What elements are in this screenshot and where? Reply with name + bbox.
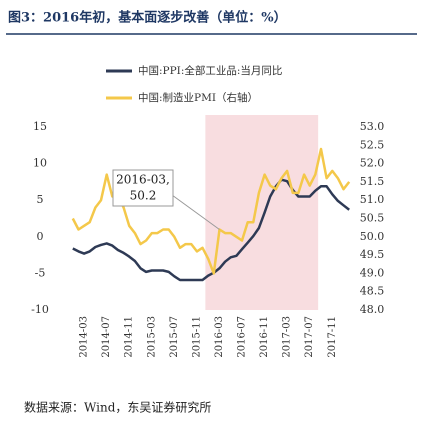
y-tick-label: 0 xyxy=(37,230,44,243)
x-tick-label: 2015-03 xyxy=(146,316,157,358)
y2-tick-label: 50.5 xyxy=(360,212,385,225)
legend-label: 中国:制造业PMI（右轴） xyxy=(138,91,258,104)
annotation-leader xyxy=(171,194,220,230)
x-tick-label: 2014-07 xyxy=(101,316,112,358)
y-tick-label: -5 xyxy=(35,266,46,279)
annotation-text: 2016-03, xyxy=(116,173,170,187)
y2-tick-label: 49.0 xyxy=(360,266,385,279)
source-note: 数据来源：Wind，东吴证券研究所 xyxy=(24,400,211,415)
y2-tick-label: 50.0 xyxy=(360,230,385,243)
y2-tick-label: 52.5 xyxy=(360,138,385,151)
x-tick-label: 2015-07 xyxy=(169,316,180,358)
x-tick-label: 2016-11 xyxy=(259,316,270,358)
highlight-band xyxy=(205,115,319,310)
y2-tick-label: 51.5 xyxy=(360,175,385,188)
annotation-box xyxy=(112,169,174,207)
chart-title: 图3：2016年初，基本面逐步改善（单位：%） xyxy=(8,10,287,26)
x-tick-label: 2016-07 xyxy=(237,316,248,358)
y2-tick-label: 48.0 xyxy=(360,303,385,316)
legend-label: 中国:PPI:全部工业品:当月同比 xyxy=(138,64,282,77)
y-tick-label: 15 xyxy=(33,120,47,133)
x-tick-label: 2017-11 xyxy=(327,316,338,358)
y2-tick-label: 53.0 xyxy=(360,120,385,133)
y-tick-label: 10 xyxy=(33,157,47,170)
annotation-text: 50.2 xyxy=(130,189,157,203)
x-tick-label: 2015-11 xyxy=(191,316,202,358)
x-tick-label: 2014-11 xyxy=(124,316,135,358)
y2-tick-label: 48.5 xyxy=(360,285,385,298)
y2-tick-label: 52.0 xyxy=(360,157,385,170)
y2-tick-label: 49.5 xyxy=(360,248,385,261)
x-tick-label: 2014-03 xyxy=(79,316,90,358)
series-line xyxy=(72,178,350,282)
x-tick-label: 2017-03 xyxy=(282,316,293,358)
y-tick-label: -10 xyxy=(31,303,49,316)
x-tick-label: 2016-03 xyxy=(214,316,225,358)
x-tick-label: 2017-07 xyxy=(304,316,315,358)
y2-tick-label: 51.0 xyxy=(360,193,385,206)
y-tick-label: 5 xyxy=(37,193,44,206)
